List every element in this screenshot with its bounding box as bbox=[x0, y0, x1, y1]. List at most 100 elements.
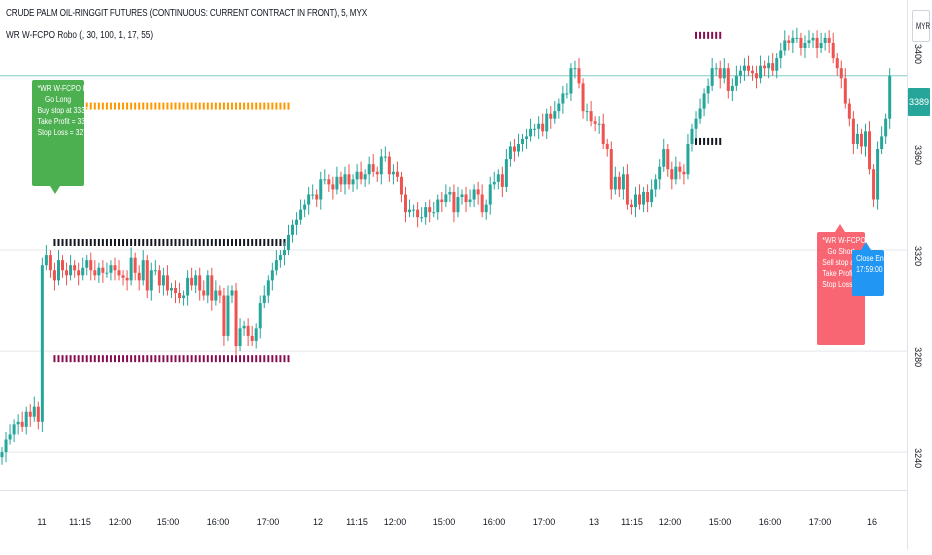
level-marker bbox=[122, 238, 125, 246]
level-marker bbox=[178, 102, 181, 110]
level-marker bbox=[243, 355, 246, 363]
level-marker bbox=[93, 102, 96, 110]
level-marker bbox=[109, 238, 112, 246]
candle-body bbox=[537, 123, 541, 129]
candle-body bbox=[577, 68, 581, 84]
level-marker bbox=[251, 355, 254, 363]
candle-body bbox=[508, 146, 512, 160]
level-marker bbox=[162, 102, 165, 110]
y-tick-label: 3360 bbox=[913, 145, 923, 165]
candle-body bbox=[436, 199, 440, 213]
candle-body bbox=[654, 179, 658, 190]
level-marker bbox=[146, 102, 149, 110]
candle-body bbox=[270, 270, 274, 281]
candle-body bbox=[779, 50, 783, 59]
level-marker bbox=[105, 355, 108, 363]
level-marker bbox=[218, 238, 221, 246]
candle-body bbox=[319, 179, 323, 200]
candle-body bbox=[738, 70, 742, 76]
candle-body bbox=[291, 224, 295, 235]
candle-body bbox=[206, 275, 210, 296]
level-marker bbox=[134, 238, 137, 246]
x-tick-label: 11:15 bbox=[69, 517, 91, 527]
candle-body bbox=[412, 209, 416, 211]
level-marker bbox=[190, 238, 193, 246]
level-marker bbox=[255, 355, 258, 363]
candle-body bbox=[751, 70, 755, 74]
level-marker bbox=[154, 102, 157, 110]
candle-body bbox=[448, 191, 452, 195]
candle-body bbox=[678, 166, 682, 172]
chart-title: CRUDE PALM OIL-RINGGIT FUTURES (CONTINUO… bbox=[6, 8, 368, 19]
level-marker bbox=[198, 238, 201, 246]
candle-body bbox=[258, 303, 262, 329]
level-marker bbox=[243, 238, 246, 246]
candle-body bbox=[783, 40, 787, 51]
candle-body bbox=[371, 164, 375, 172]
level-marker bbox=[267, 102, 270, 110]
candle-body bbox=[625, 174, 629, 205]
candle-body bbox=[327, 179, 331, 185]
x-tick-label: 15:00 bbox=[433, 517, 456, 527]
time-axis-divider bbox=[0, 490, 907, 491]
callout-line: Stop Loss = 3405 bbox=[822, 280, 876, 289]
candle-body bbox=[109, 265, 113, 273]
level-marker bbox=[275, 355, 278, 363]
indicator-label[interactable]: WR W-FCPO Robo (, 30, 100, 1, 17, 55) bbox=[6, 30, 154, 41]
level-marker bbox=[93, 355, 96, 363]
currency-unit-button[interactable]: MYR bbox=[912, 10, 930, 42]
level-marker bbox=[166, 102, 169, 110]
level-marker bbox=[186, 102, 189, 110]
level-marker bbox=[126, 355, 129, 363]
level-marker bbox=[218, 102, 221, 110]
y-tick-label: 3400 bbox=[913, 44, 923, 64]
level-marker bbox=[89, 238, 92, 246]
candle-body bbox=[819, 42, 823, 48]
level-marker bbox=[118, 355, 121, 363]
candle-body bbox=[432, 212, 436, 214]
level-marker bbox=[126, 238, 129, 246]
candle-body bbox=[323, 179, 327, 181]
y-tick-label: 3320 bbox=[913, 246, 923, 266]
candle-body bbox=[500, 174, 504, 187]
candle-body bbox=[803, 42, 807, 48]
level-marker bbox=[235, 102, 238, 110]
candle-body bbox=[202, 290, 206, 296]
candle-body bbox=[629, 204, 633, 208]
candle-body bbox=[839, 68, 843, 79]
candle-body bbox=[331, 184, 335, 190]
level-marker bbox=[174, 355, 177, 363]
candle-body bbox=[416, 209, 420, 218]
candle-body bbox=[698, 108, 702, 119]
candle-body bbox=[250, 335, 254, 341]
x-tick-label: 12:00 bbox=[384, 517, 407, 527]
candle-body bbox=[52, 270, 56, 281]
candle-body bbox=[468, 199, 472, 203]
candle-body bbox=[238, 328, 242, 347]
candle-body bbox=[880, 136, 884, 150]
level-marker bbox=[138, 238, 141, 246]
candle-body bbox=[36, 406, 40, 422]
level-marker bbox=[57, 238, 60, 246]
candle-body bbox=[863, 131, 867, 147]
candle-body bbox=[686, 143, 690, 175]
level-marker bbox=[226, 102, 229, 110]
candle-body bbox=[868, 131, 872, 170]
x-tick-label: 16:00 bbox=[483, 517, 506, 527]
candle-body bbox=[383, 156, 387, 158]
level-marker bbox=[178, 238, 181, 246]
level-marker bbox=[97, 355, 100, 363]
candle-body bbox=[876, 149, 880, 200]
candle-body bbox=[117, 270, 121, 276]
candle-body bbox=[888, 75, 892, 119]
level-marker bbox=[53, 238, 56, 246]
level-marker bbox=[182, 355, 185, 363]
candle-body bbox=[234, 290, 238, 347]
candle-body bbox=[335, 176, 339, 190]
level-marker bbox=[134, 102, 137, 110]
candle-body bbox=[549, 113, 553, 119]
level-marker bbox=[259, 238, 262, 246]
level-marker bbox=[122, 102, 125, 110]
